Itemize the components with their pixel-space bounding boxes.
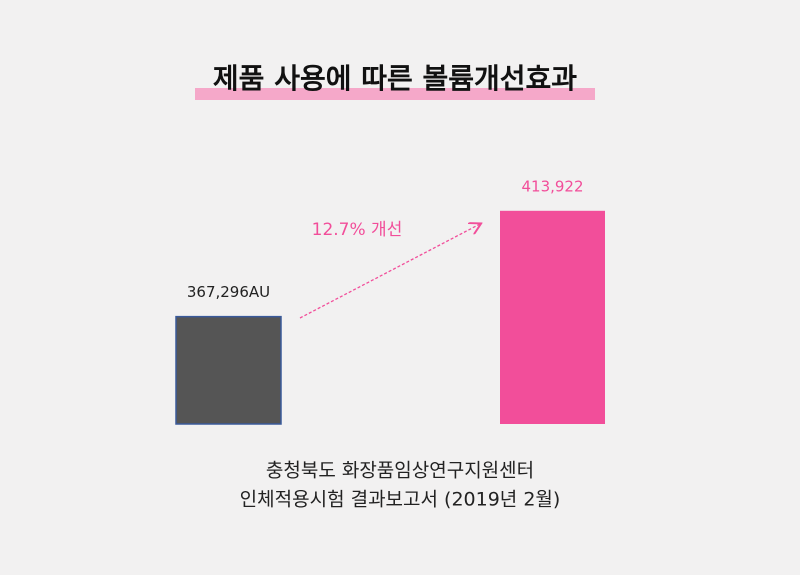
bar [175, 315, 282, 425]
footnote: 인체적용시험 결과보고서 (2019년 2월) [240, 489, 561, 511]
annotation: 12.7% 개선 [312, 220, 403, 240]
arrow [299, 224, 480, 319]
bar [500, 210, 605, 424]
value-label: 367,296AU [187, 283, 270, 301]
value-label: 413,922 [521, 177, 583, 195]
chart-title: 제품 사용에 따른 볼륨개선효과 [213, 62, 577, 95]
footnote: 충청북도 화장품임상연구지원센터 [266, 460, 534, 482]
title-highlight [195, 88, 595, 100]
